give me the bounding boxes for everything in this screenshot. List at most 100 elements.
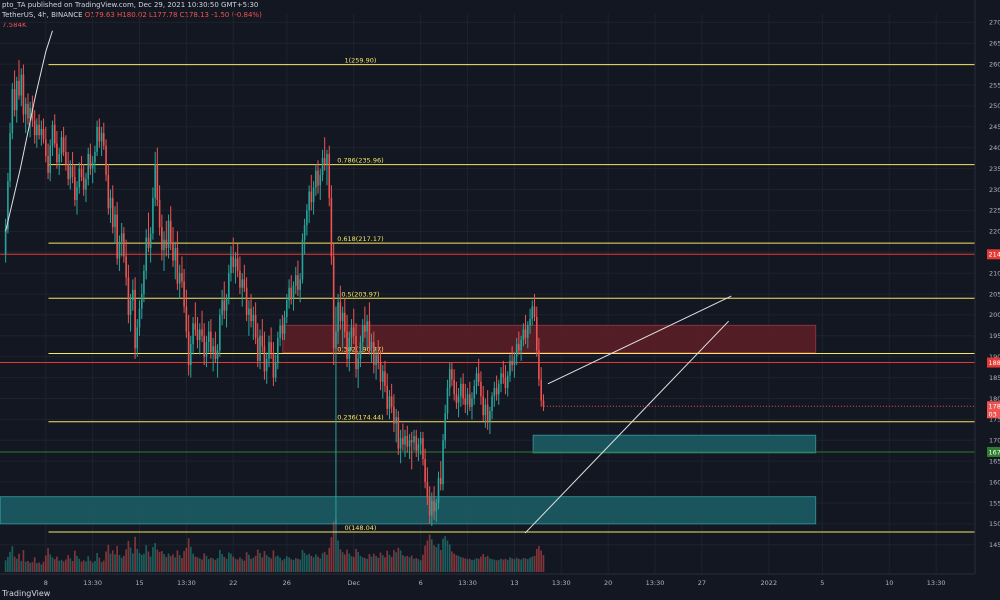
candle [169, 206, 172, 251]
candle [531, 300, 534, 326]
tradingview-brand: TradingView [2, 589, 50, 598]
candle-body [439, 477, 442, 485]
candle-body [509, 360, 511, 376]
volume-bar [502, 559, 505, 572]
candle [352, 308, 355, 345]
wedge-upper [547, 295, 732, 385]
candle [321, 149, 324, 182]
volume-bar [279, 557, 281, 572]
candle-body [174, 248, 177, 261]
candle-body [149, 233, 152, 249]
candle-body [102, 133, 105, 146]
last-price-countdown-text: 03 [989, 410, 997, 418]
volume-bar [149, 556, 152, 572]
support-tag-text: 167 [989, 448, 1000, 456]
volume-bar [451, 551, 453, 572]
volume-bar [60, 559, 63, 572]
candle-body [457, 396, 460, 403]
volume-bar [7, 556, 9, 572]
candle [444, 404, 446, 449]
candle [500, 367, 502, 393]
volume-bar [120, 557, 123, 572]
candle [375, 348, 377, 380]
volume-bar [245, 552, 248, 572]
candle-body [210, 331, 212, 353]
volume-bar [308, 553, 310, 572]
price-tick-label: 255 [989, 81, 1000, 89]
candle [51, 120, 54, 157]
volume-bar [33, 557, 36, 572]
candle [315, 164, 317, 196]
candle [158, 185, 161, 236]
candle-body [464, 398, 467, 405]
candle-body [31, 108, 34, 121]
candle-body [18, 80, 20, 96]
candle-body [350, 327, 353, 338]
price-tick-label: 205 [989, 290, 1000, 298]
candle-body [187, 331, 190, 366]
volume-bar [341, 552, 344, 572]
candle [58, 147, 60, 175]
volume-bar [468, 558, 471, 572]
candle-body [377, 354, 380, 363]
volume-bar [439, 550, 442, 572]
candle-body [469, 394, 471, 407]
candle [254, 302, 257, 345]
volume-bar [330, 537, 333, 572]
candle-body [346, 331, 348, 359]
volume-bar [67, 555, 69, 572]
time-tick-label: 2022 [761, 579, 778, 587]
volume-bar [69, 558, 72, 572]
candle [265, 352, 268, 384]
price-tick-label: 155 [989, 499, 1000, 507]
candle-body [540, 379, 542, 401]
candle [172, 227, 174, 267]
candle [457, 388, 460, 418]
fib-label-0.236: 0.236(174.44) [337, 414, 383, 422]
candle-body [506, 375, 509, 389]
candle [386, 373, 389, 416]
candle [65, 135, 67, 171]
volume-bar [91, 562, 94, 572]
zones-layer [0, 324, 817, 525]
price-tick-label: 225 [989, 207, 1000, 215]
candle [256, 323, 259, 368]
volume-bar [76, 555, 78, 572]
candle [486, 390, 489, 430]
candle [283, 310, 286, 340]
volume-bar [147, 551, 150, 572]
volume-bar [201, 559, 203, 572]
volume-bar [38, 562, 40, 572]
volume-bar [169, 556, 172, 572]
volume-bar [306, 555, 308, 572]
candle-body [399, 438, 402, 449]
volume-bar [114, 554, 116, 572]
volume-bar [422, 554, 424, 572]
candle-body [502, 373, 505, 378]
candle-body [328, 154, 331, 198]
candle [196, 316, 199, 349]
price-axis: 1451501551601651701751801851901952002052… [543, 0, 1000, 600]
candle [399, 429, 402, 464]
candle-body [134, 289, 136, 349]
candle-body [355, 335, 357, 370]
candle [408, 434, 411, 460]
volume-bar [65, 559, 67, 572]
candle [176, 231, 179, 290]
candle-body [393, 406, 395, 424]
candle [20, 68, 23, 106]
candle-body [100, 133, 103, 142]
candle-body [330, 197, 333, 257]
symbol-text: TetherUS, 4h, BINANCE [2, 11, 83, 19]
volume-bar [413, 558, 415, 572]
time-tick-label: 13:30 [927, 579, 946, 587]
candle [27, 93, 29, 125]
candle [406, 425, 409, 453]
candle-body [455, 394, 458, 403]
volume-bar [156, 549, 159, 572]
volume-bar [254, 555, 257, 572]
volume-bar [285, 556, 288, 572]
candle [11, 82, 14, 140]
candle-body [241, 279, 244, 288]
